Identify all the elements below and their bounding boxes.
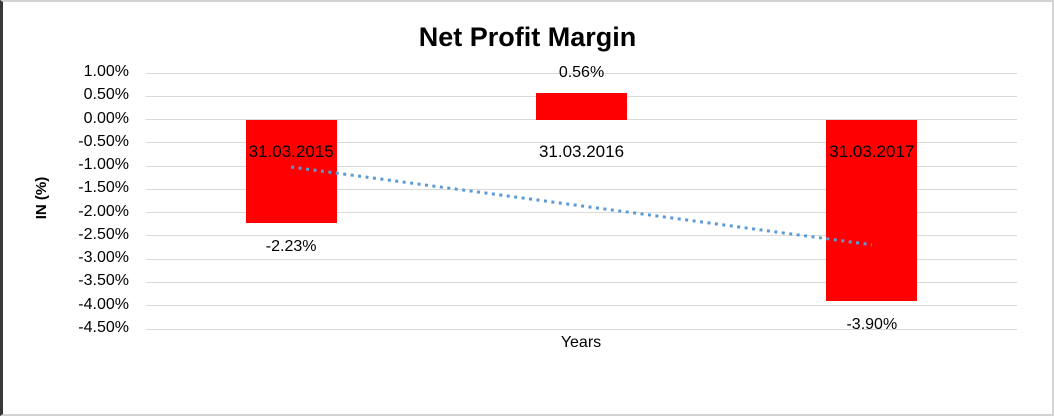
gridline — [146, 328, 1017, 330]
chart-title: Net Profit Margin — [418, 22, 637, 52]
y-tick-label: -1.00% — [78, 156, 129, 174]
y-tick-label: 1.00% — [83, 63, 129, 80]
gridline — [146, 142, 1017, 144]
y-tick-label: -2.50% — [78, 225, 129, 243]
gridline — [146, 165, 1017, 167]
data-label: -2.23% — [265, 238, 317, 256]
y-tick-label: -3.00% — [78, 249, 129, 267]
y-tick-label: -4.00% — [78, 295, 129, 313]
y-tick-label: 0.50% — [83, 86, 129, 104]
gridline — [146, 235, 1017, 237]
y-tick-label: -0.50% — [78, 132, 129, 150]
x-category-label: 31.03.2016 — [538, 141, 625, 161]
bar-31.03.2017 — [826, 119, 918, 302]
y-tick-label: 0.00% — [83, 109, 129, 127]
data-label: 0.56% — [558, 64, 605, 82]
gridline — [146, 305, 1017, 307]
x-axis-title: Years — [560, 334, 602, 351]
data-label: -3.90% — [846, 316, 898, 334]
gridline — [146, 212, 1017, 214]
y-tick-label: -1.50% — [78, 179, 129, 197]
y-tick-label: -4.50% — [78, 319, 129, 336]
gridline — [146, 258, 1017, 260]
gridline — [146, 119, 1017, 121]
x-category-label: 31.03.2017 — [829, 141, 915, 161]
gridline — [146, 188, 1017, 190]
gridline — [146, 281, 1017, 283]
x-category-label: 31.03.2015 — [248, 141, 334, 161]
y-tick-label: -2.00% — [78, 202, 129, 220]
bar-31.03.2016 — [536, 93, 627, 120]
trendline — [290, 165, 873, 247]
gridline — [146, 72, 1017, 74]
y-tick-label: -3.50% — [78, 272, 129, 290]
